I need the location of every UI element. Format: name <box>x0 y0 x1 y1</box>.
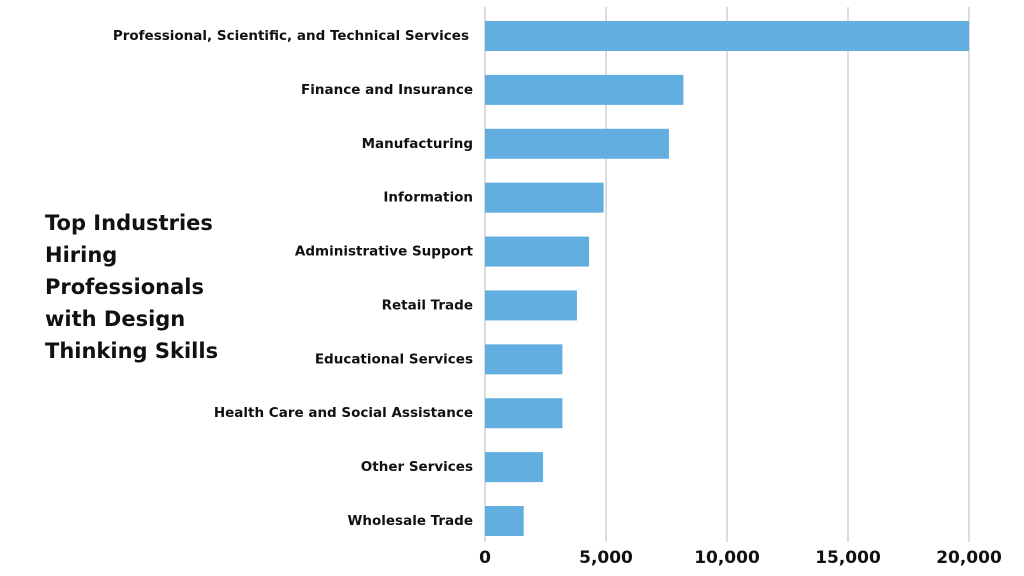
y-tick-label: Manufacturing <box>362 136 473 152</box>
y-tick-label: Information <box>383 190 473 206</box>
bar <box>485 236 590 267</box>
y-tick-label: Finance and Insurance <box>301 82 473 98</box>
y-tick-label: Professional, Scientific, and Technical … <box>113 28 469 44</box>
bar <box>485 74 684 105</box>
x-tick-label: 10,000 <box>694 548 760 568</box>
y-tick-label: Health Care and Social Assistance <box>214 405 473 421</box>
bar <box>485 182 604 213</box>
y-tick-label: Wholesale Trade <box>347 513 473 529</box>
y-tick-label: Educational Services <box>315 351 473 367</box>
bar <box>485 290 577 321</box>
bar <box>485 21 969 51</box>
chart-title: Top Industries Hiring Professionals with… <box>45 211 219 363</box>
x-tick-label: 15,000 <box>815 548 881 568</box>
bar <box>485 398 563 429</box>
x-tick-label: 0 <box>479 548 491 568</box>
bar <box>485 452 544 483</box>
bar <box>485 506 524 536</box>
y-tick-label: Administrative Support <box>295 244 474 260</box>
bar <box>485 344 563 375</box>
y-tick-label: Other Services <box>361 459 473 475</box>
bar <box>485 128 669 159</box>
x-tick-label: 20,000 <box>936 548 1002 568</box>
y-tick-label: Retail Trade <box>382 297 473 313</box>
x-tick-label: 5,000 <box>579 548 633 568</box>
